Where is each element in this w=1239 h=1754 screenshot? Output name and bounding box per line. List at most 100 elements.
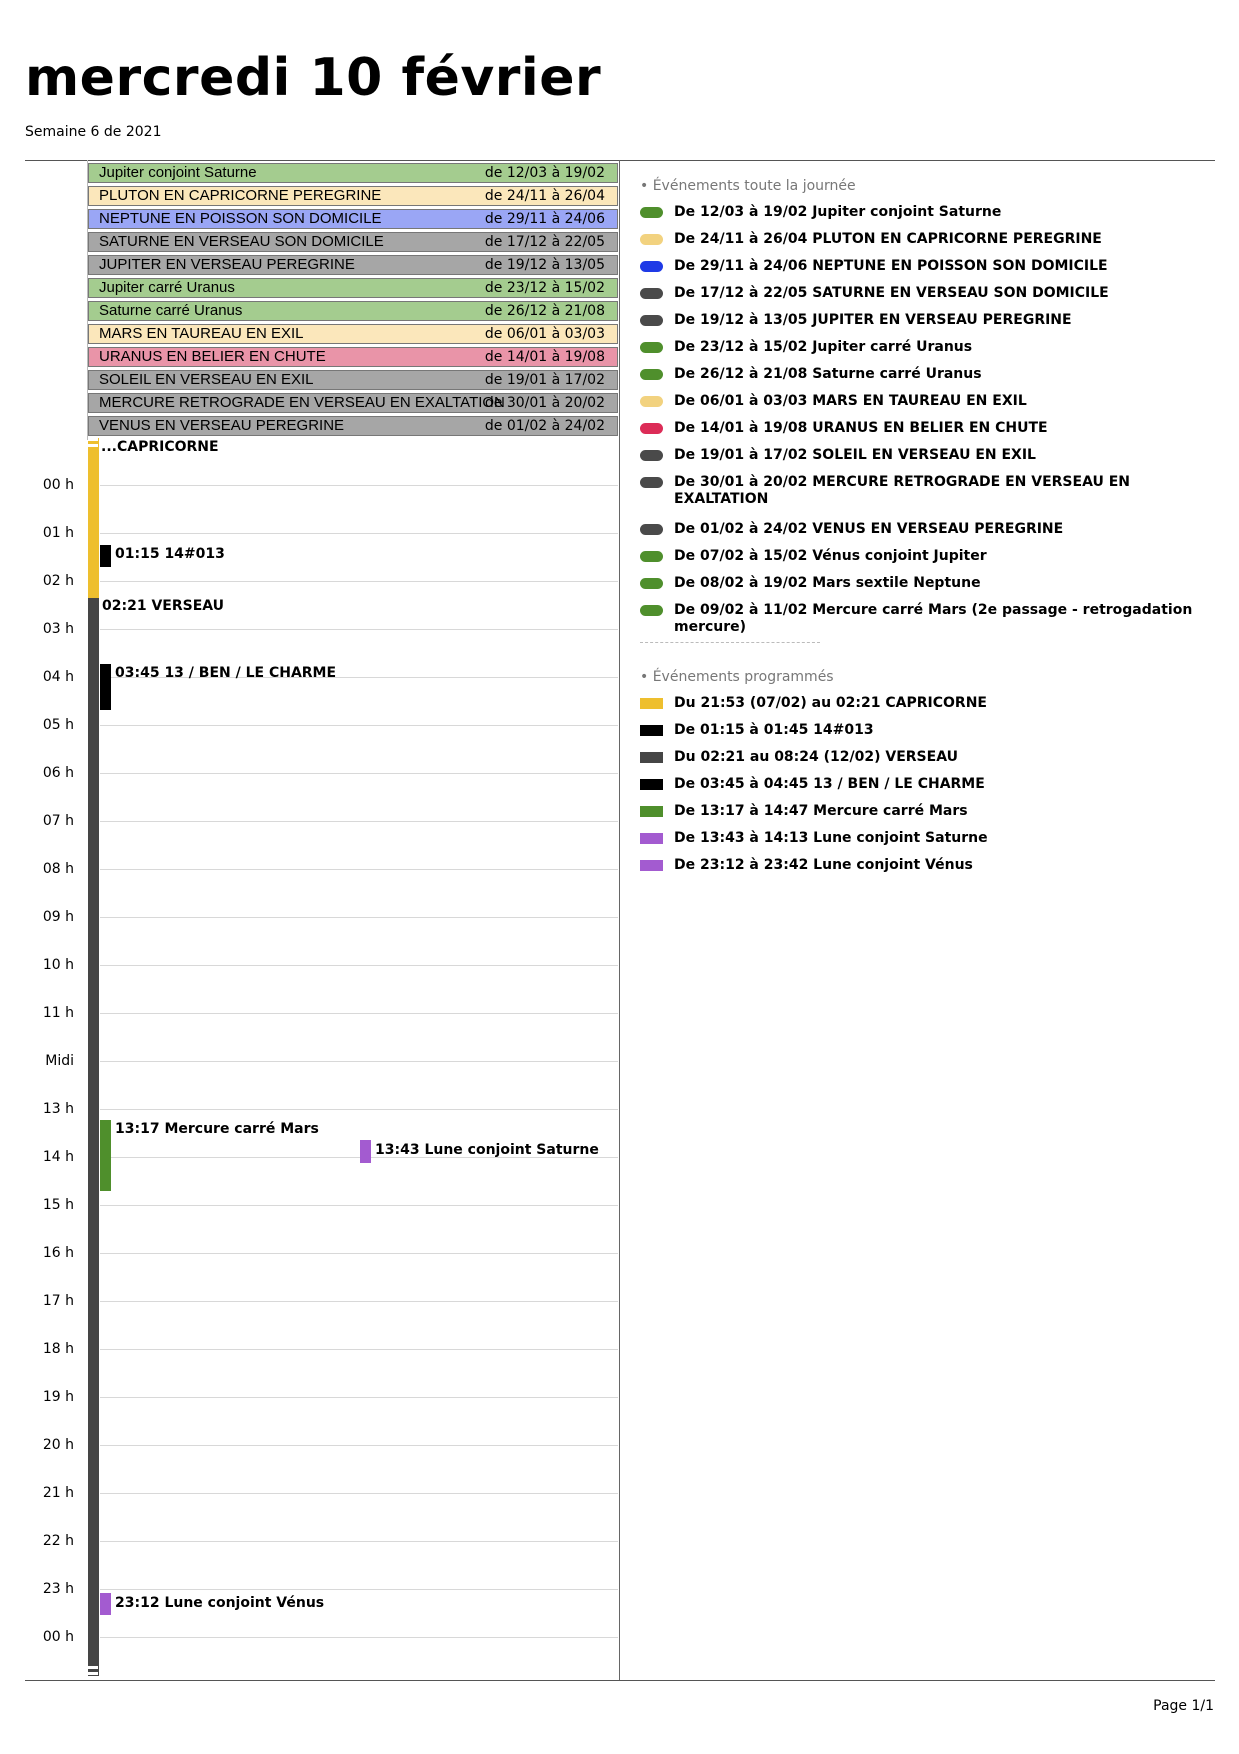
event-14013-bar[interactable] <box>100 545 111 567</box>
all-day-bar-name: URANUS EN BELIER EN CHUTE <box>99 348 326 365</box>
legend-text: De 01:15 à 01:45 14#013 <box>674 722 874 738</box>
legend-item: De 01/02 à 24/02 VENUS EN VERSEAU PEREGR… <box>640 521 1200 538</box>
legend-text: De 07/02 à 15/02 Vénus conjoint Jupiter <box>674 548 987 564</box>
event-mercure-bar[interactable] <box>100 1120 111 1191</box>
verseau-bar[interactable] <box>88 598 99 1676</box>
legend-text: Du 21:53 (07/02) au 02:21 CAPRICORNE <box>674 695 987 711</box>
all-day-bar[interactable]: Jupiter carré Uranus de 23/12 à 15/02 <box>88 278 618 298</box>
legend-text: De 13:17 à 14:47 Mercure carré Mars <box>674 803 968 819</box>
hour-label: 22 h <box>42 1533 74 1549</box>
event-lune-venus-bar[interactable] <box>100 1593 111 1615</box>
legend-text: Du 02:21 au 08:24 (12/02) VERSEAU <box>674 749 958 765</box>
hour-gridline <box>100 1013 618 1014</box>
hour-gridline <box>100 1061 618 1062</box>
capricorne-continuation-mark <box>88 444 98 447</box>
legend-text: De 08/02 à 19/02 Mars sextile Neptune <box>674 575 981 591</box>
hour-gridline <box>100 1397 618 1398</box>
all-day-bar[interactable]: NEPTUNE EN POISSON SON DOMICILE de 29/11 … <box>88 209 618 229</box>
hour-gridline <box>100 581 618 582</box>
all-day-bar-name: SOLEIL EN VERSEAU EN EXIL <box>99 371 314 388</box>
all-day-bar-name: Jupiter carré Uranus <box>99 279 235 296</box>
legend-swatch <box>640 261 663 272</box>
legend-swatch <box>640 396 663 407</box>
hour-gridline <box>100 773 618 774</box>
hour-gridline <box>100 533 618 534</box>
legend-item: De 19/01 à 17/02 SOLEIL EN VERSEAU EN EX… <box>640 447 1200 464</box>
legend-item: De 13:17 à 14:47 Mercure carré Mars <box>640 803 1200 820</box>
legend-swatch <box>640 779 663 790</box>
hour-gridline <box>100 485 618 486</box>
hour-label: 11 h <box>42 1005 74 1021</box>
hour-label: 03 h <box>42 621 74 637</box>
hour-label: 04 h <box>42 669 74 685</box>
all-day-bar-dates: de 24/11 à 26/04 <box>484 188 605 204</box>
all-day-bar[interactable]: VENUS EN VERSEAU PEREGRINE de 01/02 à 24/… <box>88 416 618 436</box>
all-day-bar[interactable]: MERCURE RETROGRADE EN VERSEAU EN EXALTAT… <box>88 393 618 413</box>
hour-gridline <box>100 1493 618 1494</box>
legend-swatch <box>640 423 663 434</box>
legend-item: De 19/12 à 13/05 JUPITER EN VERSEAU PERE… <box>640 312 1200 329</box>
event-14013-label: 01:15 14#013 <box>115 546 225 562</box>
hour-label: 21 h <box>42 1485 74 1501</box>
page-number: Page 1/1 <box>1153 1698 1214 1714</box>
all-day-bar[interactable]: SOLEIL EN VERSEAU EN EXIL de 19/01 à 17/0… <box>88 370 618 390</box>
capricorne-label: ...CAPRICORNE <box>101 439 219 455</box>
legend-swatch <box>640 477 663 488</box>
event-lune-saturne-bar[interactable] <box>360 1140 371 1163</box>
legend-item: De 07/02 à 15/02 Vénus conjoint Jupiter <box>640 548 1200 565</box>
legend-swatch <box>640 342 663 353</box>
all-day-bar[interactable]: SATURNE EN VERSEAU SON DOMICILE de 17/12 … <box>88 232 618 252</box>
legend-swatch <box>640 369 663 380</box>
hour-label: 08 h <box>42 861 74 877</box>
legend-swatch <box>640 698 663 709</box>
hour-gridline <box>100 1253 618 1254</box>
all-day-bar[interactable]: URANUS EN BELIER EN CHUTE de 14/01 à 19/0… <box>88 347 618 367</box>
hour-gridline <box>100 629 618 630</box>
all-day-bar[interactable]: PLUTON EN CAPRICORNE PEREGRINE de 24/11 à… <box>88 186 618 206</box>
hour-label: 07 h <box>42 813 74 829</box>
hour-label: 18 h <box>42 1341 74 1357</box>
legend-item: Du 02:21 au 08:24 (12/02) VERSEAU <box>640 749 1200 766</box>
hour-label: 02 h <box>42 573 74 589</box>
legend-item: De 23:12 à 23:42 Lune conjoint Vénus <box>640 857 1200 874</box>
all-day-bar-name: NEPTUNE EN POISSON SON DOMICILE <box>99 210 382 227</box>
all-day-heading: • Événements toute la journée <box>640 178 856 194</box>
verseau-continuation-mark <box>88 1666 98 1669</box>
all-day-bar-name: Saturne carré Uranus <box>99 302 243 319</box>
event-lune-saturne-label: 13:43 Lune conjoint Saturne <box>375 1142 599 1158</box>
legend-divider <box>640 642 820 643</box>
hour-gridline <box>100 1349 618 1350</box>
hour-gridline <box>100 725 618 726</box>
legend-text: De 01/02 à 24/02 VENUS EN VERSEAU PEREGR… <box>674 521 1064 537</box>
legend-swatch <box>640 315 663 326</box>
legend-swatch <box>640 450 663 461</box>
all-day-bar[interactable]: Saturne carré Uranus de 26/12 à 21/08 <box>88 301 618 321</box>
legend-item: Du 21:53 (07/02) au 02:21 CAPRICORNE <box>640 695 1200 712</box>
legend-swatch <box>640 725 663 736</box>
all-day-bar-dates: de 01/02 à 24/02 <box>484 418 605 434</box>
all-day-bar-name: PLUTON EN CAPRICORNE PEREGRINE <box>99 187 382 204</box>
all-day-bar-name: VENUS EN VERSEAU PEREGRINE <box>99 417 345 434</box>
all-day-bar-dates: de 17/12 à 22/05 <box>484 234 605 250</box>
legend-item: De 30/01 à 20/02 MERCURE RETROGRADE EN V… <box>640 474 1200 508</box>
capricorne-bar[interactable] <box>88 438 99 598</box>
legend-swatch <box>640 234 663 245</box>
verseau-label: 02:21 VERSEAU <box>102 598 225 614</box>
legend-item: De 26/12 à 21/08 Saturne carré Uranus <box>640 366 1200 383</box>
legend-swatch <box>640 806 663 817</box>
hour-gridline <box>100 1589 618 1590</box>
all-day-bar-dates: de 30/01 à 20/02 <box>484 395 605 411</box>
all-day-bar[interactable]: JUPITER EN VERSEAU PEREGRINE de 19/12 à 1… <box>88 255 618 275</box>
verseau-continuation-mark <box>88 1672 98 1675</box>
event-ben-bar[interactable] <box>100 664 111 710</box>
all-day-bar-dates: de 12/03 à 19/02 <box>484 165 605 181</box>
all-day-bar[interactable]: MARS EN TAUREAU EN EXIL de 06/01 à 03/03 <box>88 324 618 344</box>
hour-gridline <box>100 1445 618 1446</box>
hour-gridline <box>100 965 618 966</box>
all-day-bar[interactable]: Jupiter conjoint Saturne de 12/03 à 19/02 <box>88 163 618 183</box>
legend-swatch <box>640 605 663 616</box>
all-day-bar-name: MERCURE RETROGRADE EN VERSEAU EN EXALTAT… <box>99 394 505 411</box>
all-day-bar-dates: de 19/01 à 17/02 <box>484 372 605 388</box>
hour-gridline <box>100 677 618 678</box>
hour-label: 13 h <box>42 1101 74 1117</box>
